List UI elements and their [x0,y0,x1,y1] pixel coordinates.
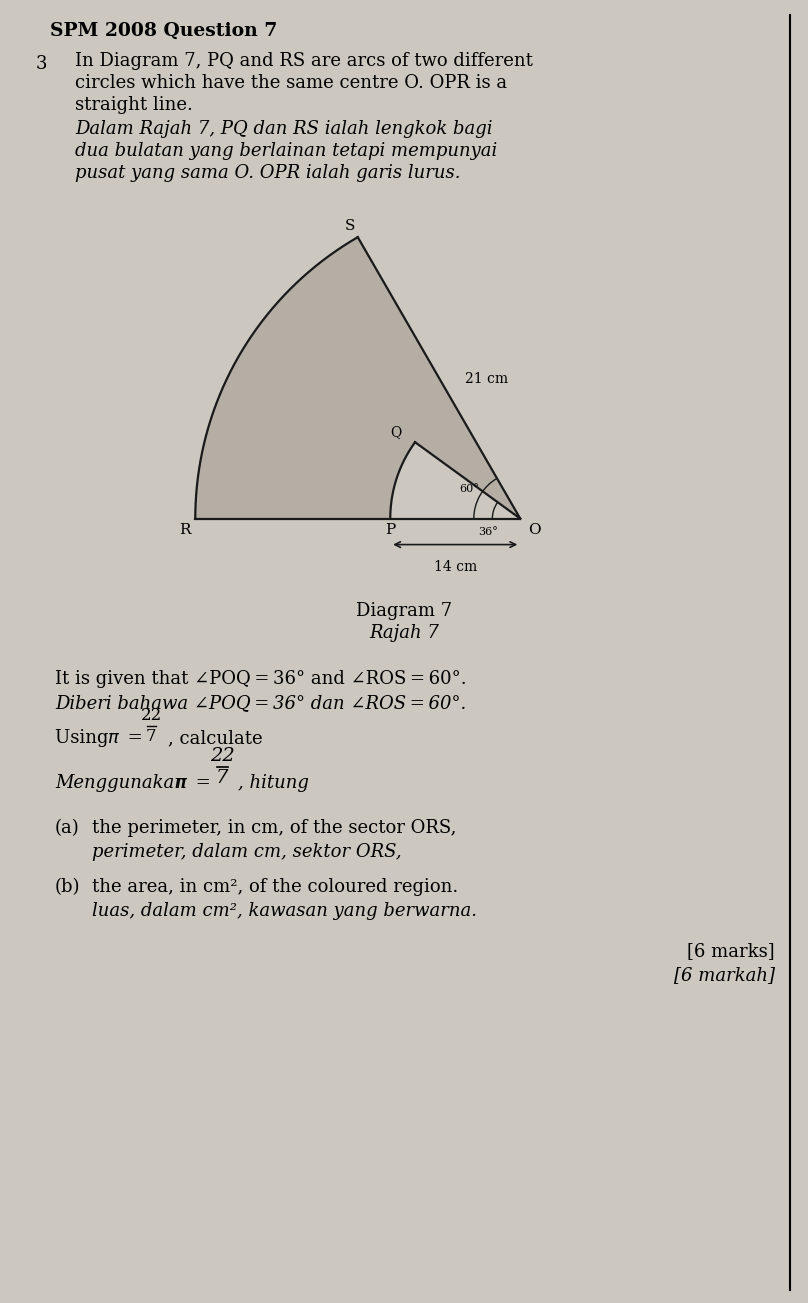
Text: 7: 7 [145,728,156,745]
Text: O: O [528,524,541,537]
Polygon shape [390,442,520,519]
Text: perimeter, dalam cm, sektor ORS,: perimeter, dalam cm, sektor ORS, [92,843,402,861]
Text: the area, in cm², of the coloured region.: the area, in cm², of the coloured region… [92,878,458,896]
Polygon shape [196,237,520,519]
Text: straight line.: straight line. [75,96,193,113]
Text: Rajah 7: Rajah 7 [369,624,439,642]
Text: , hitung: , hitung [238,774,309,792]
Text: P: P [385,524,395,537]
Text: =: = [122,728,149,747]
Text: 21 cm: 21 cm [465,373,507,386]
Text: It is given that ∠POQ = 36° and ∠ROS = 60°.: It is given that ∠POQ = 36° and ∠ROS = 6… [55,670,467,688]
Text: , calculate: , calculate [168,728,263,747]
Text: Diberi bahawa ∠POQ = 36° dan ∠ROS = 60°.: Diberi bahawa ∠POQ = 36° dan ∠ROS = 60°. [55,694,466,711]
Text: 60°: 60° [459,483,479,494]
Text: 3: 3 [36,55,48,73]
Text: [6 markah]: [6 markah] [674,966,775,984]
Text: dua bulatan yang berlainan tetapi mempunyai: dua bulatan yang berlainan tetapi mempun… [75,142,497,160]
Text: S: S [345,219,356,232]
Text: 14 cm: 14 cm [434,560,477,575]
Text: Using: Using [55,728,114,747]
Text: Q: Q [390,425,401,439]
Text: $\pi$: $\pi$ [175,774,188,792]
Text: (b): (b) [55,878,81,896]
Text: R: R [179,524,191,537]
Text: $\pi$: $\pi$ [107,728,120,747]
Text: Menggunakan: Menggunakan [55,774,191,792]
Text: pusat yang sama O. OPR ialah garis lurus.: pusat yang sama O. OPR ialah garis lurus… [75,164,461,182]
Text: 7: 7 [216,769,228,787]
Text: luas, dalam cm², kawasan yang berwarna.: luas, dalam cm², kawasan yang berwarna. [92,902,477,920]
Text: In Diagram 7, PQ and RS are arcs of two different: In Diagram 7, PQ and RS are arcs of two … [75,52,532,70]
Text: 22: 22 [141,708,162,724]
Text: [6 marks]: [6 marks] [688,942,775,960]
Text: 36°: 36° [478,526,498,537]
Text: (a): (a) [55,820,80,837]
Text: =: = [190,774,217,792]
Text: circles which have the same centre O. OPR is a: circles which have the same centre O. OP… [75,74,507,93]
Text: 22: 22 [209,747,234,765]
Text: the perimeter, in cm, of the sector ORS,: the perimeter, in cm, of the sector ORS, [92,820,457,837]
Text: Dalam Rajah 7, PQ dan RS ialah lengkok bagi: Dalam Rajah 7, PQ dan RS ialah lengkok b… [75,120,493,138]
Text: SPM 2008 Question 7: SPM 2008 Question 7 [50,22,277,40]
Text: Diagram 7: Diagram 7 [356,602,452,620]
